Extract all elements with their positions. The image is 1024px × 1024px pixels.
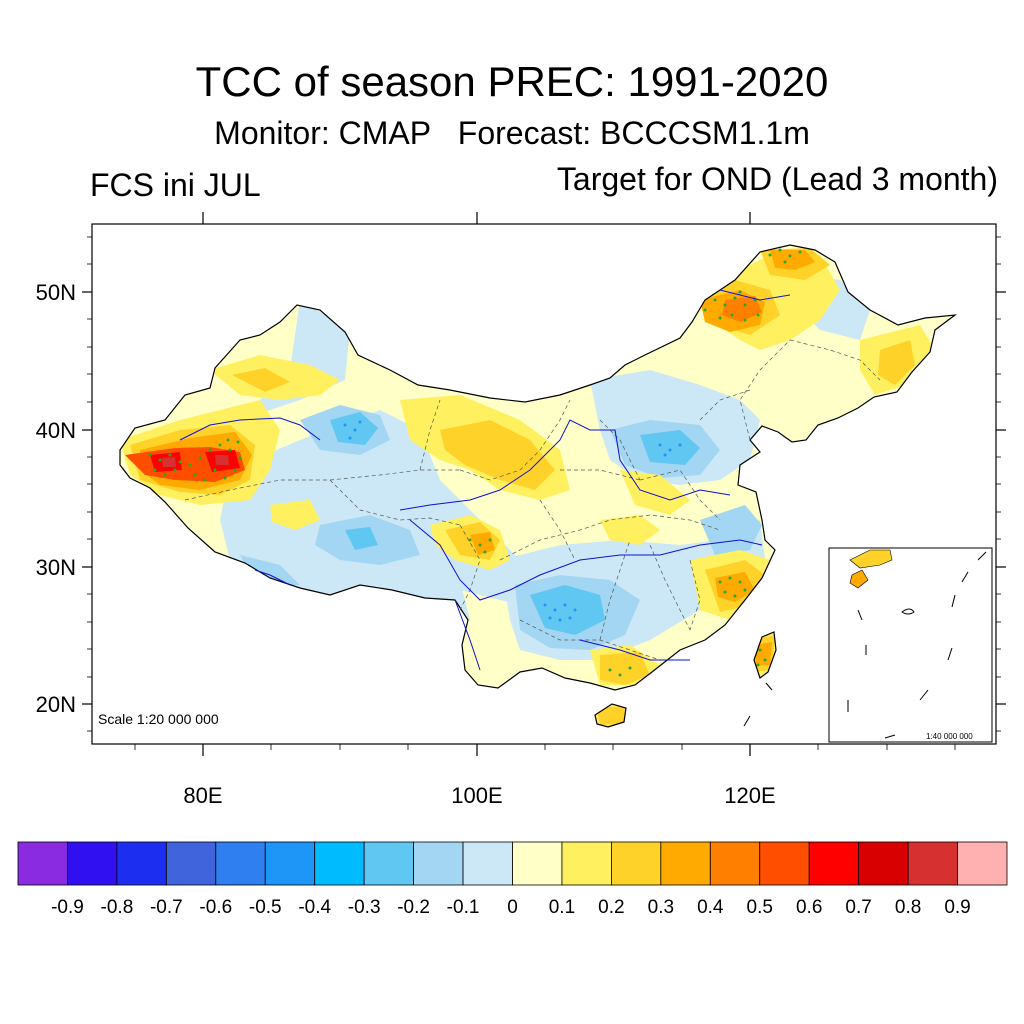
colorbar-swatch [512, 841, 563, 886]
correlation-map [82, 212, 1006, 756]
forecast-label: Forecast: BCCCSM1.1m [457, 115, 810, 151]
colorbar-tick-label: 0.4 [697, 897, 724, 918]
colorbar-swatch [611, 841, 662, 886]
colorbar-tick-label: -0.5 [248, 897, 282, 918]
lat-label-20n: 20N [35, 692, 76, 717]
province-boundaries [184, 339, 881, 661]
colorbar-swatch [413, 841, 464, 886]
lat-label-30n: 30N [35, 555, 76, 580]
colorbar-tick-label: -0.8 [100, 897, 134, 918]
colorbar-swatch [858, 841, 909, 886]
colorbar-tick-label: 0.6 [795, 897, 823, 918]
colorbar-tick-label: 0.1 [548, 897, 576, 918]
minor-ticks [87, 236, 1001, 750]
colorbar-tick-label: 0.7 [845, 897, 872, 918]
lon-label-100e: 100E [451, 783, 503, 808]
colorbar-swatch [709, 841, 761, 886]
colorbar-swatch [561, 841, 612, 886]
colorbar-tick-label: -0.1 [446, 897, 480, 918]
colorbar-tick-label: 0.5 [746, 897, 773, 918]
colorbar-tick-label: -0.9 [51, 897, 84, 918]
map-subtitle: Monitor: CMAP Forecast: BCCCSM1.1m [0, 114, 1024, 152]
colorbar-tick-label: 0.2 [598, 897, 625, 918]
colorbar-swatch [759, 841, 810, 886]
scale-note: Scale 1:20 000 000 [98, 711, 219, 727]
colorbar-swatch [67, 841, 118, 886]
colorbar-tick-label: -0.2 [397, 897, 430, 918]
colorbar-swatch [314, 841, 365, 886]
south-china-sea-inset [828, 547, 993, 743]
colorbar-swatch [363, 841, 414, 886]
china-boundary [119, 244, 958, 728]
colorbar-tick-label: 0 [507, 897, 518, 918]
lat-label-50n: 50N [35, 280, 76, 305]
rivers [179, 289, 791, 671]
lon-label-80e: 80E [183, 783, 223, 808]
significance-stipple [148, 248, 802, 677]
colorbar-tick-label: 0.3 [647, 897, 675, 918]
inset-scale-note: 1:40 000 000 [926, 732, 973, 741]
colorbar-swatch [660, 841, 711, 886]
colorbar-swatch [462, 841, 513, 886]
target-label: Target for OND (Lead 3 month) [556, 161, 998, 197]
colorbar-swatch [907, 841, 958, 886]
colorbar-swatch [264, 841, 316, 886]
colorbar-tick-label: 0.9 [944, 897, 971, 918]
colorbar-swatch [215, 841, 266, 886]
colorbar-tick-label: -0.3 [347, 897, 381, 918]
lat-label-40n: 40N [35, 418, 76, 443]
colorbar-tick-label: 0.8 [894, 897, 922, 918]
colorbar-swatch [957, 841, 1008, 886]
colorbar-tick-label: -0.6 [199, 897, 233, 918]
colorbar-swatch [116, 841, 167, 886]
sea-boundary-dashes [743, 682, 773, 727]
lon-label-120e: 120E [724, 783, 776, 808]
monitor-label: Monitor: CMAP [214, 115, 432, 151]
colorbar-swatch [17, 841, 68, 886]
colorbar-swatch [165, 841, 217, 886]
axis-ticks [82, 212, 1006, 756]
colorbar-tick-label: -0.4 [298, 897, 332, 918]
colorbar-tick-label: -0.7 [149, 897, 183, 918]
colorbar-swatch [808, 841, 860, 886]
init-label: FCS ini JUL [90, 167, 261, 203]
map-title: TCC of season PREC: 1991-2020 [195, 58, 829, 105]
